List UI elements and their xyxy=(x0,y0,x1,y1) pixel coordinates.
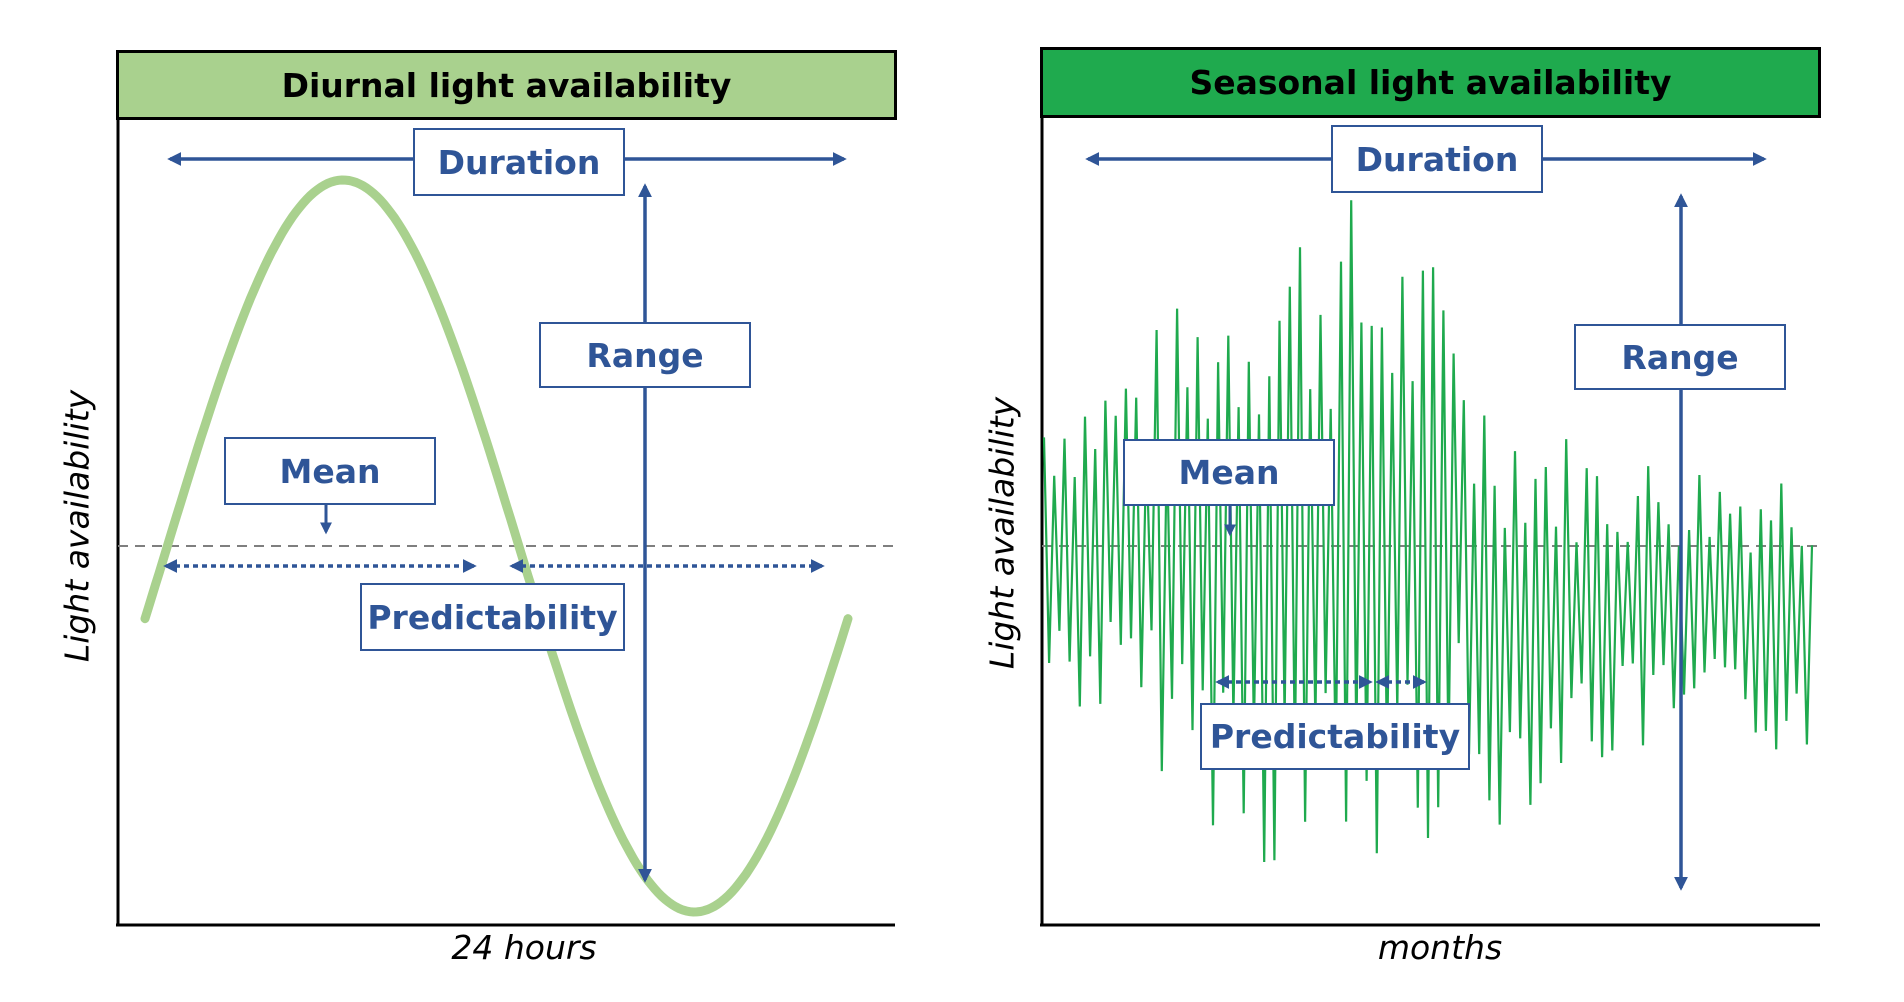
seasonal-duration-label: Duration xyxy=(1331,125,1543,193)
seasonal-title-header: Seasonal light availability xyxy=(1040,47,1821,118)
seasonal-mean-label: Mean xyxy=(1123,439,1335,506)
diurnal-sine-curve xyxy=(140,175,853,917)
diurnal-x-axis-label: 24 hours xyxy=(451,928,597,967)
seasonal-y-axis-label: Light availability xyxy=(982,396,1022,670)
diurnal-mean-label: Mean xyxy=(224,437,436,505)
diurnal-range-label: Range xyxy=(539,322,751,388)
seasonal-range-label: Range xyxy=(1574,324,1786,390)
diurnal-y-axis-label: Light availability xyxy=(57,389,97,663)
seasonal-x-axis-label: months xyxy=(1377,928,1503,967)
diurnal-title-header: Diurnal light availability xyxy=(116,50,897,120)
seasonal-predictability-label: Predictability xyxy=(1200,703,1470,770)
diurnal-predictability-label: Predictability xyxy=(360,583,625,651)
diurnal-duration-label: Duration xyxy=(413,128,625,196)
